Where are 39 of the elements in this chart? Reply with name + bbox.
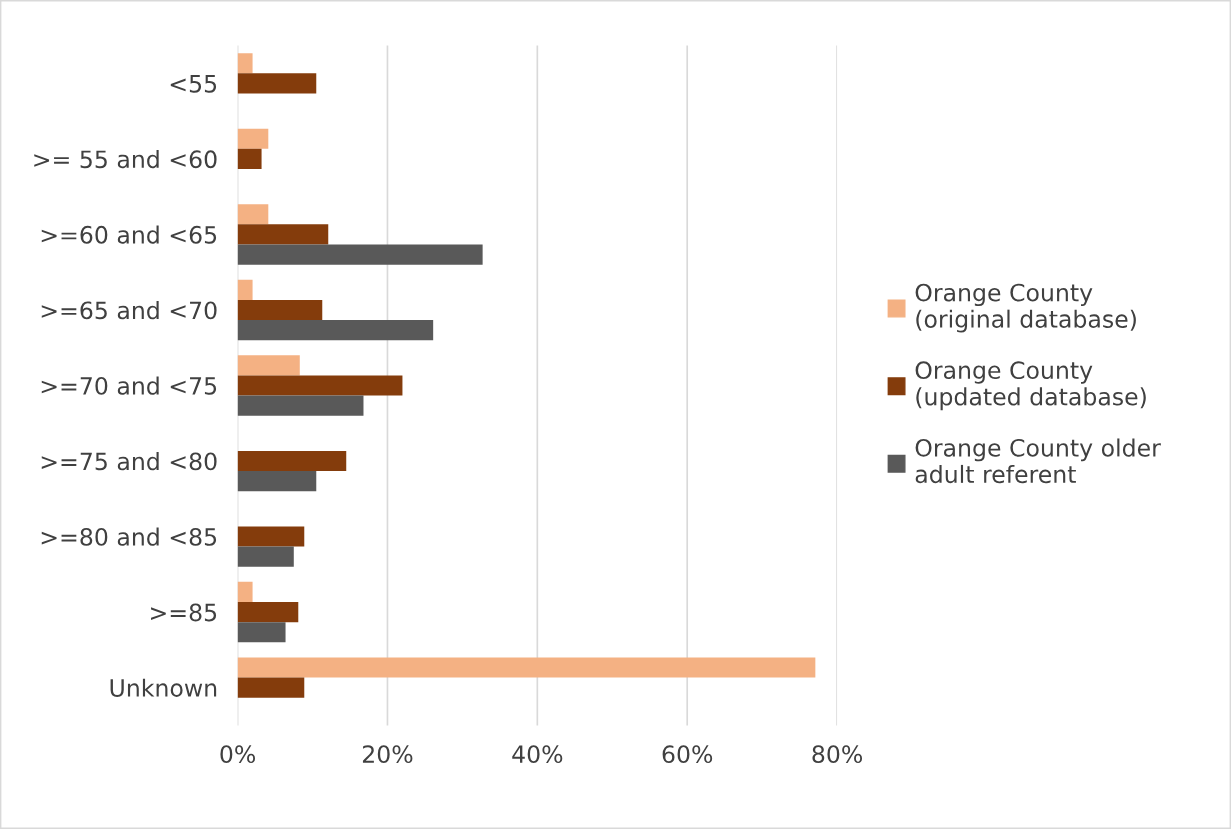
bar [237,375,403,396]
bar [237,148,262,169]
bar [237,471,317,492]
y-tick-label: >=65 and <70 [41,300,217,320]
x-tick-label: 40% [512,745,563,764]
bar [237,355,300,376]
y-tick-label: >=80 and <85 [41,527,217,546]
bar [237,204,269,225]
bar [237,395,364,416]
bar [237,450,347,472]
bar [237,622,286,643]
legend-label: Orange County (original database) [915,283,1136,333]
bar [237,224,329,245]
bar [237,546,294,567]
bar [237,53,253,74]
x-tick-label: 0% [220,745,256,764]
x-tick-label: 60% [662,745,713,764]
y-tick-label: >=70 and <75 [41,376,217,395]
bar [237,299,323,321]
bar [237,244,483,265]
y-tick-label: Unknown [110,678,217,697]
bar [237,279,253,300]
x-tick-label: 80% [812,745,863,764]
x-tick-label: 20% [362,745,413,764]
bar [237,657,816,678]
y-tick-label: >=85 [151,603,217,622]
bar [237,73,317,94]
bar [237,320,434,341]
y-tick-label: <55 [170,75,217,93]
bar [237,677,305,698]
legend-label: Orange County older adult referent [915,438,1161,484]
bar [237,581,253,603]
legend-label: Orange County (updated database) [915,361,1146,411]
bar [237,602,299,623]
bar [237,526,305,547]
bar [237,128,269,149]
y-tick-label: >= 55 and <60 [34,149,217,169]
y-tick-label: >=75 and <80 [41,452,217,471]
y-tick-label: >=60 and <65 [41,225,217,244]
